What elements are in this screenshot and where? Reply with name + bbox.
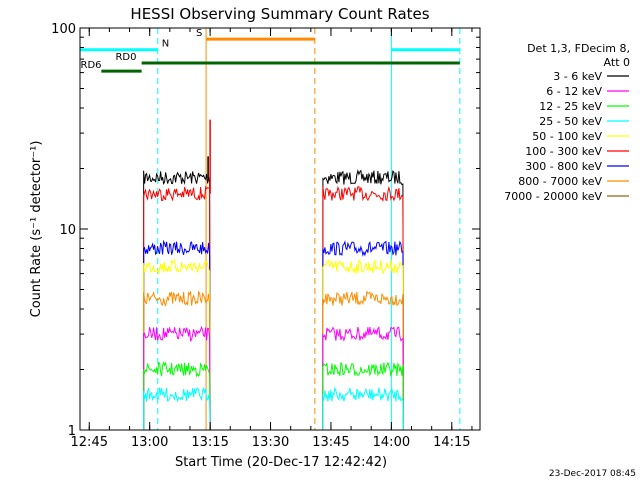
legend: Det 1,3, FDecim 8,Att 03 - 6 keV 6 - 12 k… bbox=[504, 42, 630, 203]
series-trace bbox=[322, 290, 404, 431]
y-tick-label: 10 bbox=[59, 223, 76, 238]
legend-label: 300 - 800 keV bbox=[525, 160, 602, 173]
y-tick-label: 1 bbox=[68, 424, 76, 439]
plot-area: N S RD0 RD6 bbox=[79, 28, 461, 431]
legend-header: Att 0 bbox=[604, 56, 630, 69]
axis-ticks: 12:45 13:00 13:15 13:30 13:45 14:00 14:15 1 10 10… bbox=[51, 22, 480, 450]
series-trace bbox=[142, 239, 211, 431]
legend-label: 6 - 12 keV bbox=[546, 85, 602, 98]
series-trace bbox=[322, 258, 404, 431]
legend-label: 3 - 6 keV bbox=[553, 70, 602, 83]
flag-label: S bbox=[196, 28, 202, 39]
series-trace bbox=[322, 240, 404, 431]
series-trace bbox=[143, 290, 211, 431]
series-trace bbox=[143, 361, 211, 431]
series-trace bbox=[143, 386, 211, 431]
legend-label: 800 - 7000 keV bbox=[518, 175, 602, 188]
x-tick-label: 13:00 bbox=[131, 435, 168, 450]
legend-header: Det 1,3, FDecim 8, bbox=[527, 42, 630, 55]
legend-label: 25 - 50 keV bbox=[539, 115, 602, 128]
x-axis-label: Start Time (20-Dec-17 12:42:42) bbox=[175, 455, 387, 470]
flag-label: RD6 bbox=[81, 60, 102, 71]
series-trace bbox=[143, 257, 211, 431]
series-trace bbox=[143, 325, 211, 431]
series-trace bbox=[322, 361, 404, 431]
x-tick-label: 13:15 bbox=[191, 435, 228, 450]
x-tick-label: 13:30 bbox=[252, 435, 289, 450]
y-tick-label: 100 bbox=[51, 22, 76, 37]
x-tick-label: 14:00 bbox=[373, 435, 410, 450]
x-tick-label: 14:15 bbox=[433, 435, 470, 450]
series-trace bbox=[143, 185, 211, 431]
series-trace bbox=[322, 326, 404, 431]
series-trace bbox=[322, 185, 404, 431]
legend-label: 7000 - 20000 keV bbox=[504, 190, 602, 203]
legend-label: 100 - 300 keV bbox=[525, 145, 602, 158]
series-trace bbox=[322, 168, 404, 431]
chart-title: HESSI Observing Summary Count Rates bbox=[130, 5, 429, 23]
flag-label: N bbox=[162, 39, 169, 50]
x-tick-label: 12:45 bbox=[71, 435, 108, 450]
timestamp: 23-Dec-2017 08:45 bbox=[549, 469, 636, 479]
y-axis-label: Count Rate (s⁻¹ detector⁻¹) bbox=[29, 141, 44, 318]
series-trace bbox=[322, 386, 404, 431]
x-tick-label: 13:45 bbox=[312, 435, 349, 450]
legend-label: 50 - 100 keV bbox=[532, 130, 602, 143]
flag-label: RD0 bbox=[115, 52, 136, 63]
series-trace bbox=[143, 170, 211, 431]
legend-label: 12 - 25 keV bbox=[539, 100, 602, 113]
